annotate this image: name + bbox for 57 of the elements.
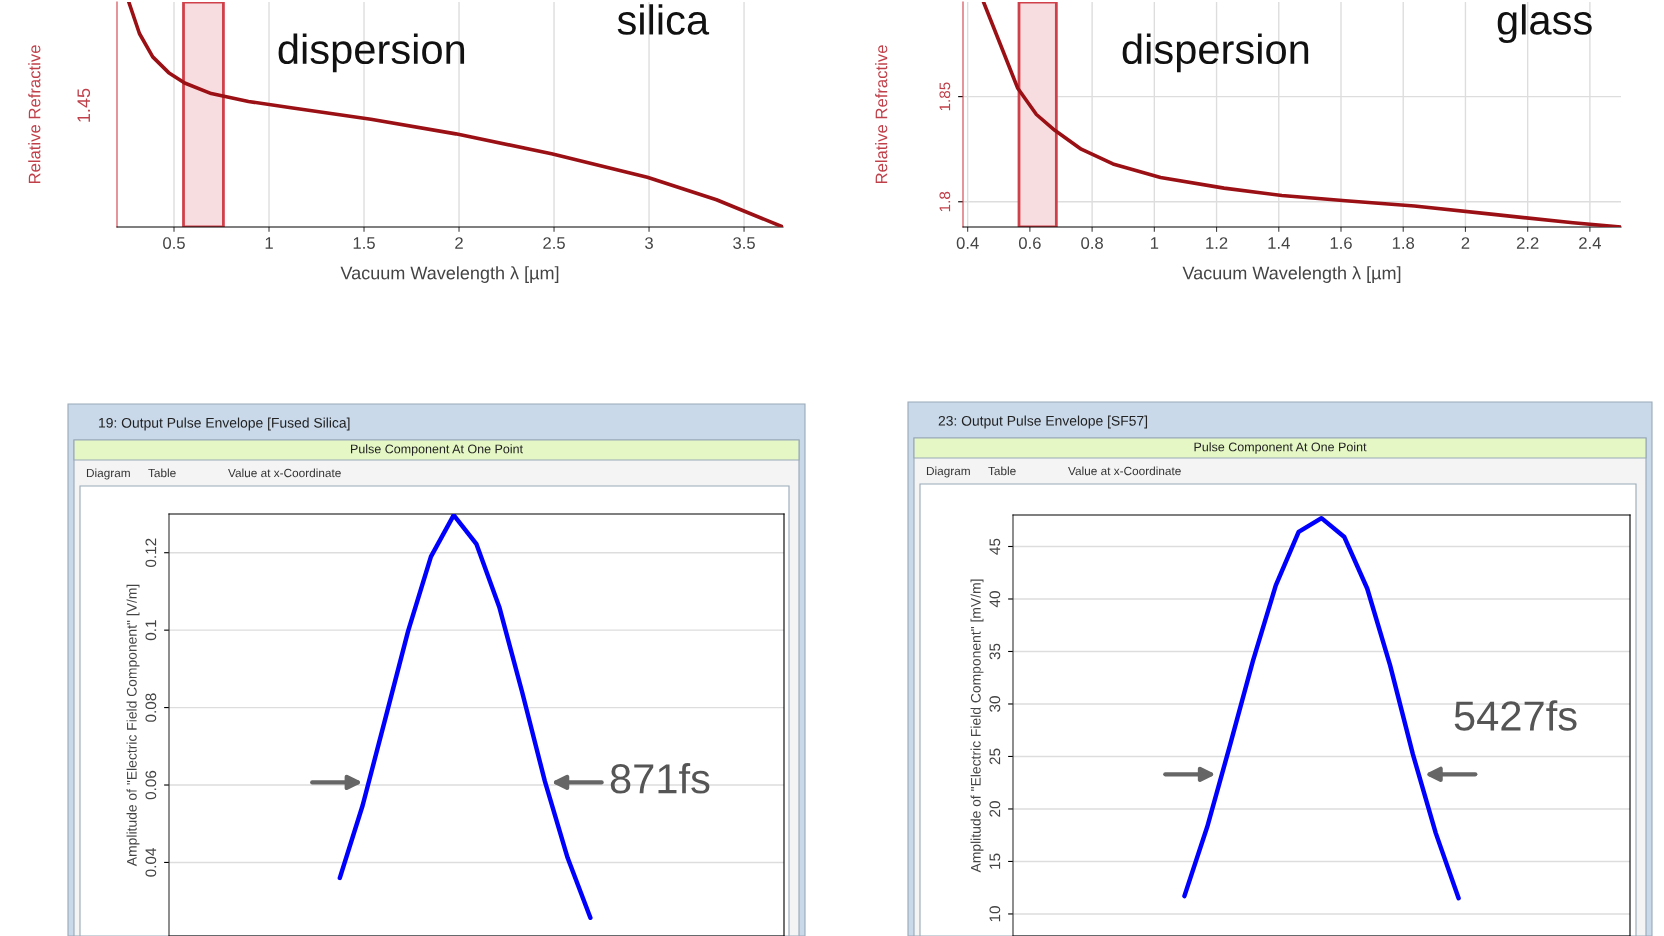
y-tick-label: 0.06	[145, 770, 157, 800]
x-tick-label: 0.4	[956, 237, 979, 249]
y-tick-label: 15	[989, 853, 1001, 869]
x-tick-label: 0.8	[1081, 237, 1103, 249]
y-tick-label: 40	[989, 591, 1001, 608]
x-tick-label: 2	[1461, 237, 1470, 249]
annotation: dispersion	[278, 33, 465, 73]
y-axis-title: Amplitude of "Electric Field Component" [mV/m]	[970, 579, 984, 873]
y-axis-title: Relative Refractive	[28, 45, 41, 184]
y-tick-label: 25	[989, 748, 1001, 765]
y-tick-label: 30	[989, 696, 1001, 712]
text: Diagram	[926, 466, 970, 478]
x-tick-label: 0.5	[163, 237, 185, 249]
chart-title: 23: Output Pulse Envelope [SF57]	[938, 415, 1148, 429]
line-series	[981, 2, 1621, 227]
y-tick-label: 1.85	[939, 82, 951, 111]
text: Value at x-Coordinate	[1068, 466, 1181, 476]
line-series	[337, 514, 593, 921]
y-tick-label: 0.08	[145, 693, 157, 722]
x-tick-label: 1	[1150, 237, 1159, 249]
x-tick-label: 1.4	[1268, 237, 1290, 249]
x-tick-label: 1.2	[1206, 237, 1228, 249]
y-tick-label: 45	[989, 538, 1001, 555]
y-tick-label: 0.12	[145, 538, 157, 567]
text: Table	[148, 468, 176, 478]
y-tick-label: 0.04	[145, 848, 157, 877]
annotation: silica	[617, 4, 710, 35]
annotation: 871fs	[610, 763, 710, 794]
x-tick-label: 2.5	[543, 237, 565, 249]
x-tick-label: 1.6	[1330, 237, 1352, 249]
annotation: glass	[1497, 4, 1592, 44]
x-tick-label: 1.8	[1392, 237, 1415, 249]
text: 1.45	[77, 88, 91, 122]
x-tick-label: 2	[455, 237, 463, 249]
annotation: 5427fs	[1454, 700, 1577, 731]
chart-subtitle: Pulse Component At One Point	[351, 444, 523, 456]
chart-subtitle: Pulse Component At One Point	[1194, 442, 1367, 454]
y-tick-label: 20	[989, 801, 1001, 817]
y-tick-label: 10	[989, 906, 1001, 922]
x-tick-label: 0.6	[1018, 237, 1041, 249]
x-axis-title: Vacuum Wavelength λ [µm]	[340, 266, 559, 283]
x-tick-label: 1.5	[353, 237, 375, 249]
y-tick-label: 0.1	[145, 620, 157, 641]
x-tick-label: 2.2	[1516, 237, 1539, 249]
y-tick-label: 35	[989, 643, 1001, 660]
chart-title: 19: Output Pulse Envelope [Fused Silica]	[99, 417, 350, 431]
text: Table	[988, 466, 1016, 476]
x-axis-title: Vacuum Wavelength λ [µm]	[1182, 266, 1401, 283]
x-tick-label: 3.5	[733, 237, 755, 249]
y-axis-title: Amplitude of "Electric Field Component" [V/m]	[126, 584, 140, 867]
annotation: dispersion	[1122, 33, 1309, 73]
x-tick-label: 3	[645, 237, 653, 249]
y-axis-title: Relative Refractive	[875, 45, 888, 184]
x-tick-label: 1	[265, 237, 273, 249]
text: Diagram	[86, 468, 130, 480]
x-tick-label: 2.4	[1579, 237, 1601, 249]
text: Value at x-Coordinate	[228, 468, 341, 478]
